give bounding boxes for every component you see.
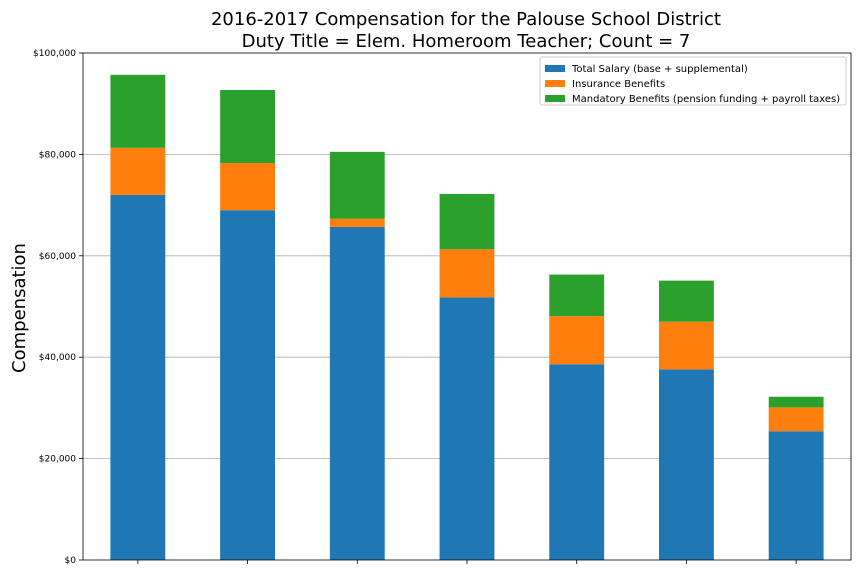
y-tick-label: $0	[65, 556, 77, 566]
legend-box	[539, 56, 847, 106]
chart-title: 2016-2017 Compensation for the Palouse S…	[211, 9, 721, 30]
bar-segment	[220, 90, 275, 164]
bar-segment	[439, 249, 495, 298]
bar-segment	[549, 364, 605, 560]
bar-segment	[110, 147, 166, 195]
axes: $0 $20,000 $40,000 $60,000 $80,000 $100,000	[33, 49, 852, 566]
bar-segment	[110, 74, 166, 148]
legend-label: Insurance Benefits	[572, 79, 665, 90]
legend-label: Total Salary (base + supplemental)	[571, 64, 748, 75]
bar-segment	[659, 369, 714, 560]
bar-segment	[220, 210, 275, 561]
plot-frame	[82, 52, 852, 561]
bar-segment	[768, 396, 824, 408]
bar-segment	[659, 280, 714, 322]
bar-segment	[220, 163, 275, 211]
y-tick-label: $80,000	[39, 150, 76, 160]
bar-segment	[768, 407, 824, 432]
y-axis-label: Compensation	[9, 243, 30, 373]
bar-segment	[768, 431, 824, 560]
bar-segment	[110, 194, 166, 560]
bar-segment	[549, 316, 605, 365]
y-tick-label: $60,000	[39, 252, 76, 262]
legend: Total Salary (base + supplemental) Insura…	[539, 56, 847, 106]
legend-swatch	[545, 65, 565, 72]
chart-subtitle: Duty Title = Elem. Homeroom Teacher; Cou…	[242, 31, 691, 52]
legend-swatch	[545, 80, 565, 87]
y-tick-label: $20,000	[39, 455, 76, 465]
bar-segment	[329, 218, 385, 227]
bar-segment	[329, 226, 385, 560]
legend-label: Mandatory Benefits (pension funding + pa…	[572, 94, 840, 105]
bar-segment	[329, 151, 385, 219]
bar-segment	[549, 274, 605, 317]
y-tick-label: $100,000	[33, 49, 76, 59]
legend-swatch	[545, 95, 565, 102]
bars	[110, 74, 824, 561]
bar-segment	[439, 193, 495, 250]
bar-segment	[659, 321, 714, 370]
y-tick-label: $40,000	[39, 353, 76, 363]
bar-segment	[439, 297, 495, 560]
